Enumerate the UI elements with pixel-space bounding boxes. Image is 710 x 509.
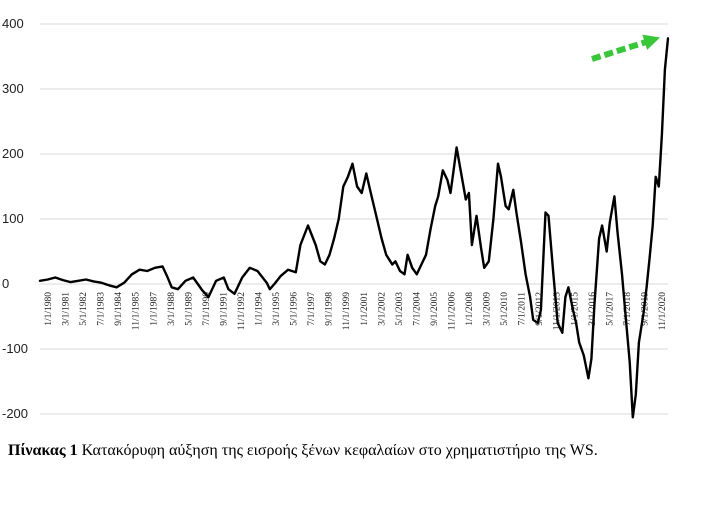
x-tick-label: 7/1/2004 <box>412 292 422 326</box>
x-tick-label: 11/1/1999 <box>342 292 352 330</box>
trend-arrow-head <box>642 34 660 50</box>
x-tick-label: 3/1/2002 <box>377 292 387 326</box>
x-tick-label: 11/1/1985 <box>132 292 142 330</box>
x-tick-label: 7/1/2011 <box>518 292 528 326</box>
x-tick-label: 5/1/2010 <box>500 292 510 326</box>
caption-text: Κατακόρυφη αύξηση της εισροής ξένων κεφα… <box>77 442 598 459</box>
x-tick-label: 9/1/2005 <box>430 292 440 326</box>
y-tick-label: 300 <box>2 81 24 96</box>
x-tick-label: 11/1/1992 <box>237 292 247 330</box>
x-tick-label: 7/1/1990 <box>202 292 212 326</box>
x-tick-label: 5/1/1982 <box>79 292 89 326</box>
x-tick-label: 3/1/2009 <box>483 292 493 326</box>
figure-caption: Πίνακας 1 Κατακόρυφη αύξηση της εισροής … <box>8 440 698 462</box>
x-tick-label: 11/1/2020 <box>658 292 668 330</box>
caption-label: Πίνακας 1 <box>8 442 78 459</box>
x-tick-label: 9/1/1998 <box>325 292 335 326</box>
x-tick-label: 3/1/1988 <box>167 292 177 326</box>
x-tick-label: 5/1/2017 <box>605 292 615 326</box>
x-tick-label: 7/1/2018 <box>623 292 633 326</box>
y-tick-label: -100 <box>2 341 28 356</box>
x-tick-label: 5/1/1989 <box>184 292 194 326</box>
series-layer <box>38 37 670 419</box>
x-tick-label: 9/1/1984 <box>114 292 124 326</box>
series-line <box>38 37 670 419</box>
y-tick-label: -200 <box>2 406 28 421</box>
x-tick-label: 5/1/2003 <box>395 292 405 326</box>
x-tick-label: 9/1/2019 <box>640 292 650 326</box>
y-tick-label: 100 <box>2 211 24 226</box>
trend-arrow-shaft <box>591 39 647 62</box>
y-tick-label: 200 <box>2 146 24 161</box>
x-tick-label: 11/1/2006 <box>447 292 457 330</box>
x-tick-label: 7/1/1997 <box>307 292 317 326</box>
x-tick-label: 1/1/1980 <box>44 292 54 326</box>
x-tick-label: 3/1/2016 <box>588 292 598 326</box>
x-tick-label: 1/1/1994 <box>255 292 265 326</box>
x-tick-label: 9/1/1991 <box>219 292 229 326</box>
x-tick-label: 1/1/1987 <box>149 292 159 326</box>
gridlines <box>40 23 668 415</box>
y-tick-label: 400 <box>2 16 24 31</box>
y-axis-ticks: 400 300 200 100 0 -100 -200 <box>2 16 28 421</box>
x-tick-label: 1/1/2001 <box>360 292 370 326</box>
y-tick-label: 0 <box>2 276 9 291</box>
x-tick-label: 3/1/1981 <box>62 292 72 326</box>
x-tick-label: 7/1/1983 <box>97 292 107 326</box>
line-chart: 400 300 200 100 0 -100 -200 1/1/1980 3/1/1981 5/… <box>2 16 670 421</box>
x-tick-label: 5/1/1996 <box>290 292 300 326</box>
trend-arrow <box>591 34 660 62</box>
x-tick-label: 1/1/2015 <box>570 292 580 326</box>
x-tick-label: 3/1/1995 <box>272 292 282 326</box>
x-tick-label: 1/1/2008 <box>465 292 475 326</box>
